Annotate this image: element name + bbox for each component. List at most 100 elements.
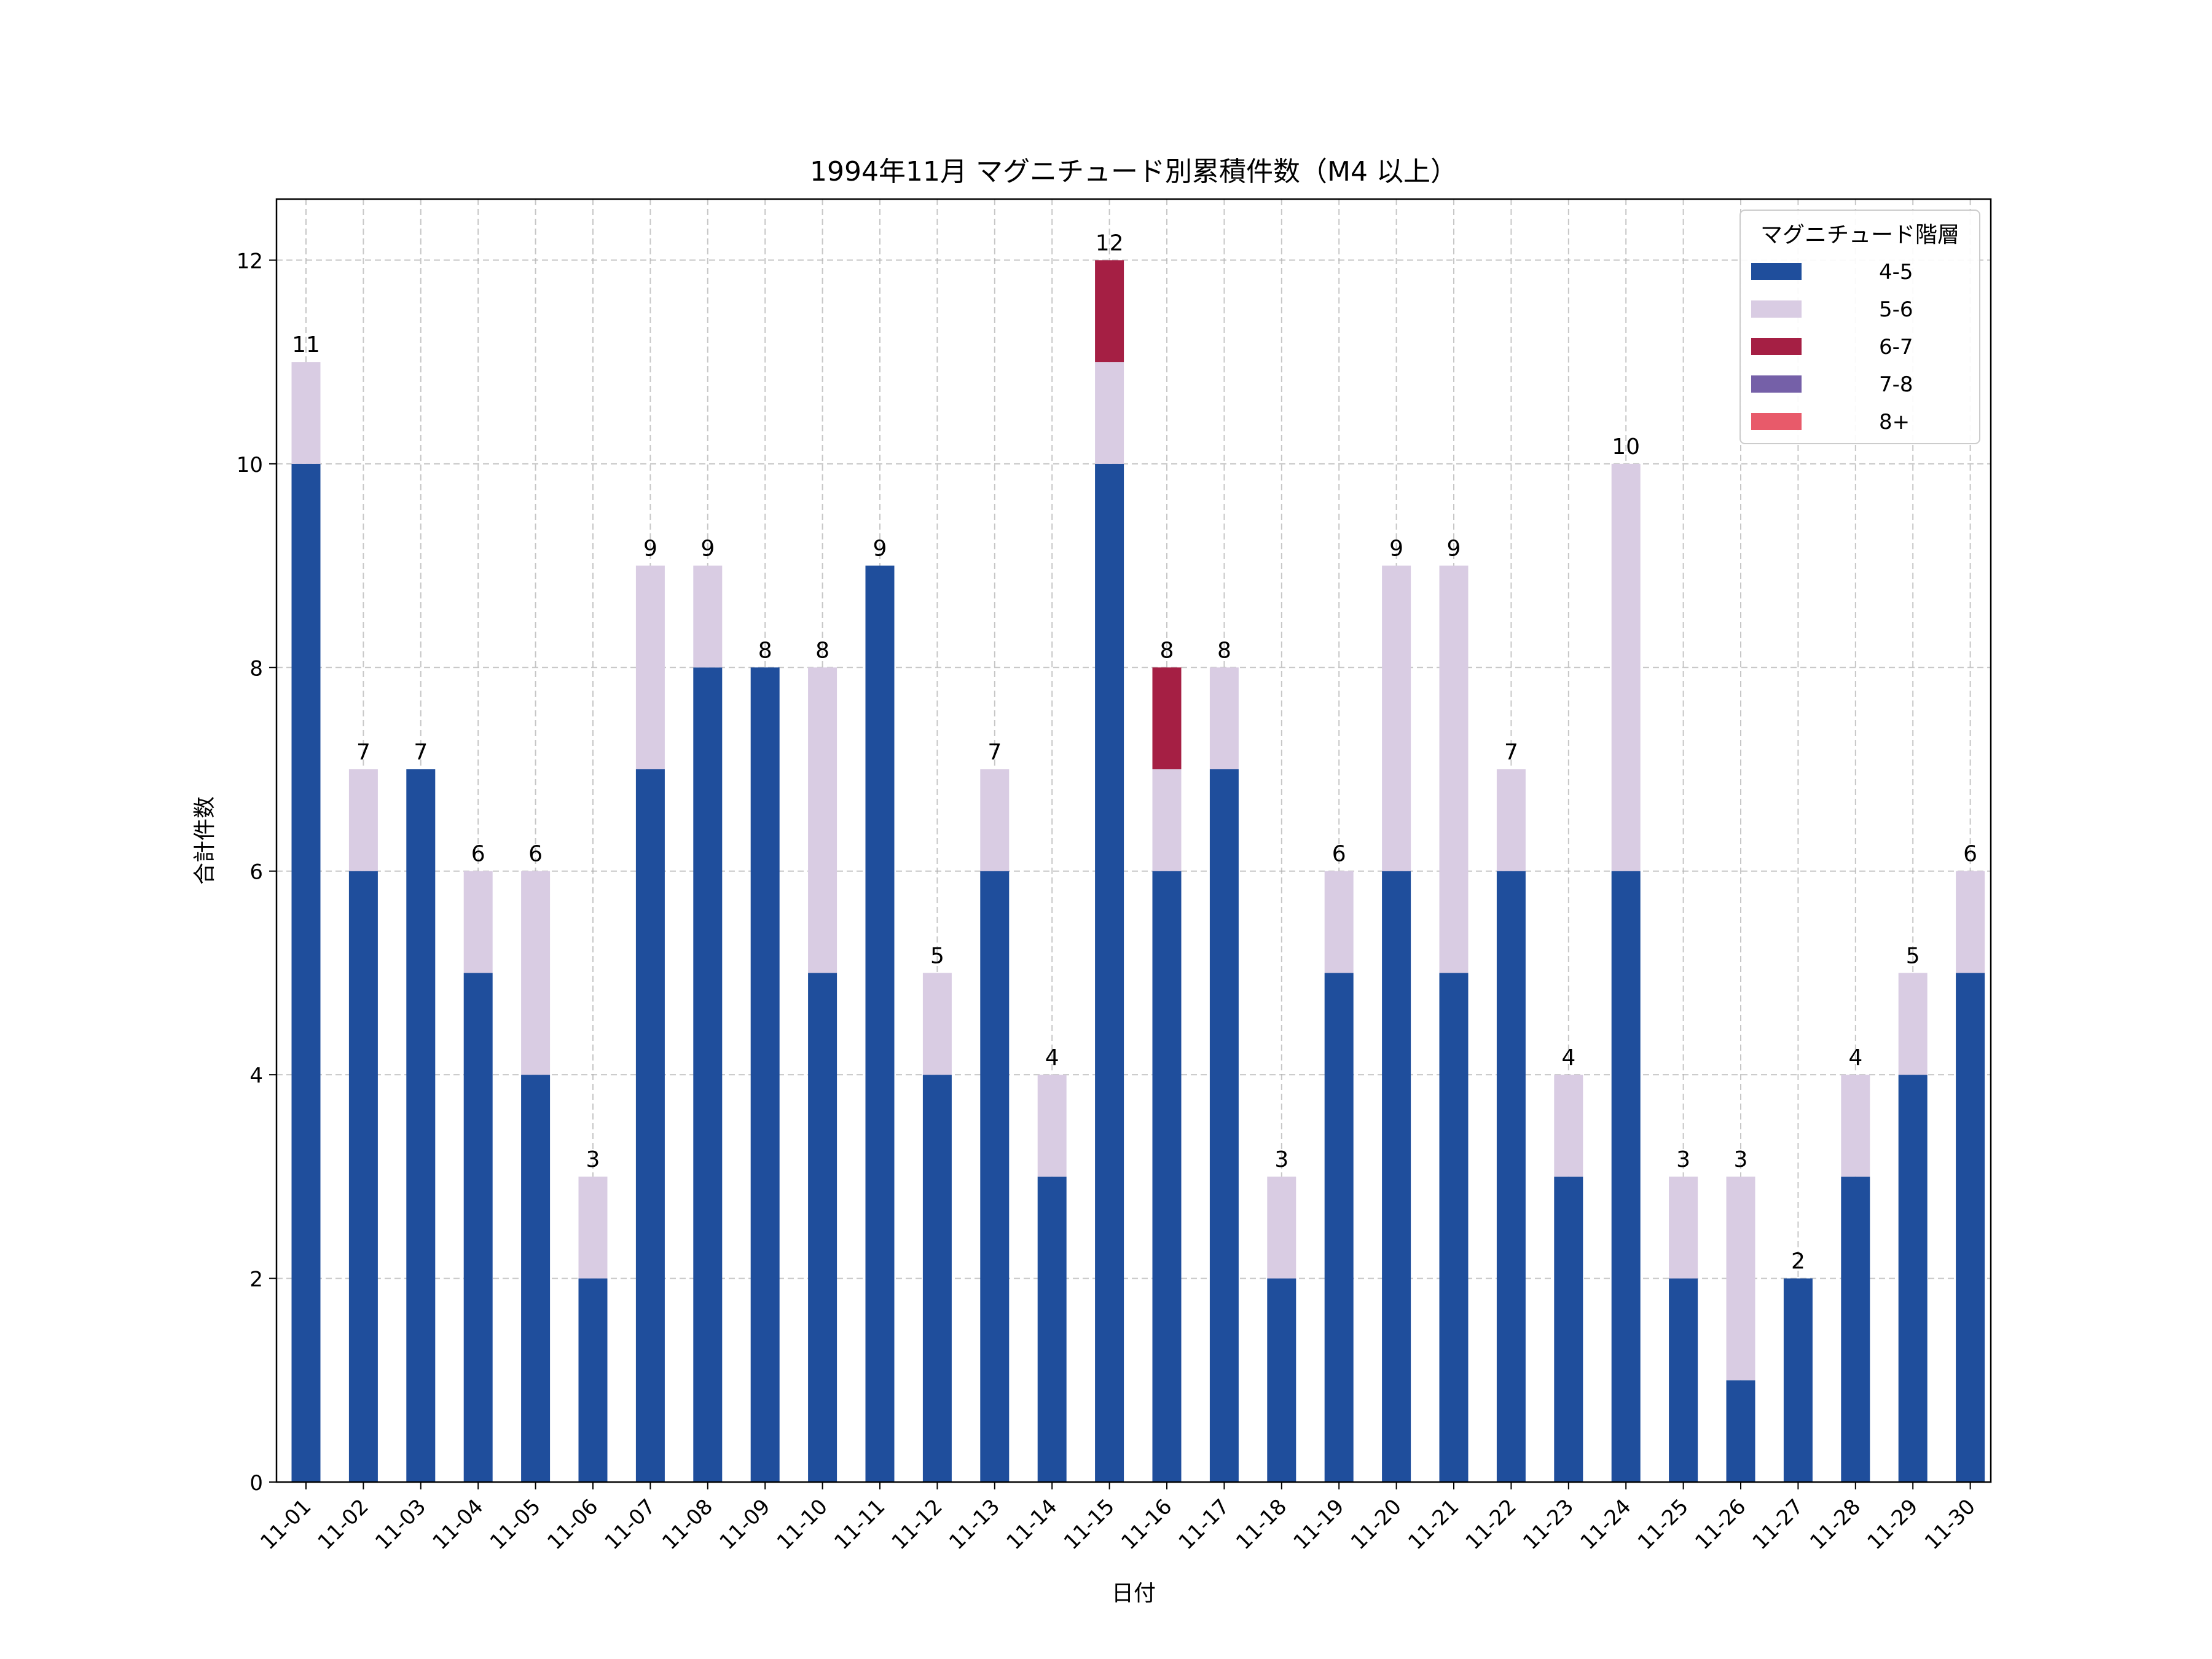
bar-total-label: 6 [471, 842, 485, 867]
bar-segment-5-6 [1037, 1075, 1067, 1177]
bar-segment-5-6 [635, 565, 665, 769]
y-tick-label: 4 [249, 1064, 263, 1088]
bar-segment-4-5 [693, 667, 723, 1482]
bar-segment-5-6 [1669, 1176, 1698, 1279]
bar-segment-4-5 [1382, 871, 1411, 1482]
y-tick-label: 10 [237, 453, 263, 477]
bar-segment-5-6 [1841, 1075, 1870, 1177]
legend-swatch-4-5 [1751, 263, 1802, 280]
bar-segment-6-7 [1152, 667, 1182, 769]
bar-segment-4-5 [521, 1075, 551, 1482]
legend-label: 7-8 [1879, 372, 1913, 397]
bar-total-label: 6 [528, 842, 543, 867]
bar-segment-4-5 [1324, 973, 1354, 1482]
bar-segment-4-5 [1037, 1176, 1067, 1482]
bar-total-label: 3 [586, 1147, 600, 1172]
bar-segment-5-6 [1439, 565, 1469, 973]
plot-frame [275, 198, 1992, 1483]
bar-segment-4-5 [865, 565, 895, 1482]
bar-segment-5-6 [1324, 871, 1354, 973]
y-axis-label: 合計件数 [192, 796, 218, 885]
bar-total-label: 12 [1096, 230, 1124, 256]
bar-total-label: 9 [1447, 536, 1461, 562]
legend: マグニチュード階層 4-5 5-6 6-7 7-8 8+ [1739, 210, 1980, 444]
bar-total-label: 2 [1791, 1249, 1805, 1274]
legend-swatch-8+ [1751, 413, 1802, 430]
bar-total-label: 5 [930, 943, 944, 968]
y-axis-ticks: 0 2 4 6 8 10 12 [237, 249, 276, 1496]
legend-label: 4-5 [1879, 260, 1913, 284]
bar-segment-4-5 [808, 973, 837, 1482]
legend-title: マグニチュード階層 [1760, 222, 1959, 248]
bar-segment-4-5 [1783, 1278, 1813, 1482]
bar-total-label: 9 [1389, 536, 1403, 562]
bar-total-label: 8 [1217, 638, 1231, 663]
bar-segment-4-5 [1209, 769, 1239, 1482]
bar-segment-4-5 [1898, 1075, 1928, 1482]
bar-total-label: 3 [1274, 1147, 1288, 1172]
bar-segment-4-5 [463, 973, 493, 1482]
bar-segment-5-6 [463, 871, 493, 973]
bar-total-label: 8 [758, 638, 772, 663]
bar-total-label: 4 [1561, 1045, 1575, 1070]
legend-swatch-7-8 [1751, 375, 1802, 393]
bar-segment-4-5 [406, 769, 436, 1482]
legend-label: 6-7 [1879, 335, 1913, 359]
bar-segment-4-5 [1956, 973, 1985, 1482]
bar-segment-4-5 [1669, 1278, 1698, 1482]
bar-segment-5-6 [922, 973, 952, 1075]
bar-segment-4-5 [922, 1075, 952, 1482]
bar-segment-5-6 [1152, 769, 1182, 871]
bar-segment-4-5 [1095, 463, 1124, 1482]
y-tick-label: 0 [249, 1471, 263, 1496]
legend-label: 8+ [1879, 410, 1910, 434]
y-tick-label: 2 [249, 1268, 263, 1292]
bar-total-label: 6 [1332, 842, 1346, 867]
bar-segment-4-5 [1496, 871, 1526, 1482]
legend-label: 5-6 [1879, 297, 1913, 322]
bar-total-label: 9 [643, 536, 657, 562]
bar-segment-4-5 [635, 769, 665, 1482]
bar-total-label: 8 [1160, 638, 1174, 663]
y-tick-label: 12 [237, 249, 263, 273]
legend-items: 4-5 5-6 6-7 7-8 8+ [1751, 260, 1913, 434]
bar-segment-4-5 [1267, 1278, 1296, 1482]
bar-total-label: 10 [1612, 434, 1640, 460]
bar-total-label: 11 [292, 332, 320, 358]
bar-segment-4-5 [1152, 871, 1182, 1482]
bar-segment-5-6 [693, 565, 723, 668]
bar-total-label: 7 [356, 740, 371, 765]
bar-segment-5-6 [291, 362, 321, 464]
legend-swatch-5-6 [1751, 300, 1802, 318]
bar-segment-4-5 [291, 463, 321, 1482]
bar-segment-5-6 [521, 871, 551, 1075]
bar-segment-4-5 [1726, 1380, 1755, 1482]
bar-total-label: 7 [414, 740, 428, 765]
bar-segment-4-5 [980, 871, 1010, 1482]
bar-segment-4-5 [1439, 973, 1469, 1482]
chart-title: 1994年11月 マグニチュード別累積件数（M4 以上） [810, 156, 1457, 187]
x-axis-label: 日付 [1112, 1581, 1156, 1606]
bar-total-label: 3 [1734, 1147, 1748, 1172]
bar-segment-5-6 [1898, 973, 1928, 1075]
bar-total-label: 8 [815, 638, 830, 663]
bar-segment-4-5 [1554, 1176, 1583, 1482]
bar-segment-4-5 [348, 871, 378, 1482]
bar-segment-4-5 [1611, 871, 1641, 1482]
bars [291, 260, 1985, 1482]
bar-segment-4-5 [750, 667, 780, 1482]
bar-total-label: 7 [1504, 740, 1518, 765]
bar-total-label: 5 [1906, 943, 1920, 968]
bar-segment-5-6 [1382, 565, 1411, 871]
bar-segment-5-6 [578, 1176, 608, 1279]
bar-segment-5-6 [1267, 1176, 1296, 1279]
total-labels: 11 7 7 6 6 3 9 9 8 8 9 5 7 4 12 8 8 3 6 9 9 7 4 10 3 3 2 4 5 6 [292, 230, 1977, 1274]
bar-total-label: 9 [873, 536, 887, 562]
bar-total-label: 9 [700, 536, 715, 562]
bar-total-label: 4 [1848, 1045, 1862, 1070]
bar-total-label: 7 [987, 740, 1002, 765]
bar-segment-5-6 [1209, 667, 1239, 769]
bar-segment-6-7 [1095, 260, 1124, 363]
y-tick-label: 8 [249, 656, 263, 681]
